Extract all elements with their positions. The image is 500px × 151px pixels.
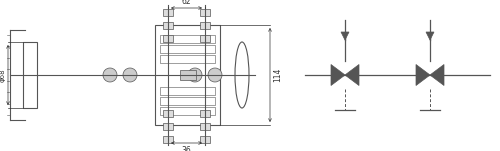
Bar xyxy=(160,107,215,115)
Bar xyxy=(160,97,215,105)
Circle shape xyxy=(123,68,137,82)
Text: 114: 114 xyxy=(273,68,282,82)
Bar xyxy=(180,70,196,80)
Polygon shape xyxy=(416,64,430,85)
Bar xyxy=(155,25,220,125)
Polygon shape xyxy=(430,64,444,85)
Bar xyxy=(200,135,210,143)
Text: 62: 62 xyxy=(182,0,192,6)
Circle shape xyxy=(208,68,222,82)
Bar xyxy=(163,21,173,29)
Polygon shape xyxy=(331,64,345,85)
Bar xyxy=(163,109,173,117)
Bar xyxy=(160,35,215,43)
Text: φ68: φ68 xyxy=(0,68,6,82)
Bar xyxy=(200,8,210,16)
Bar xyxy=(163,122,173,130)
Bar xyxy=(200,21,210,29)
Bar xyxy=(160,45,215,53)
Polygon shape xyxy=(341,32,349,40)
Bar xyxy=(200,109,210,117)
Bar xyxy=(163,135,173,143)
Polygon shape xyxy=(426,32,434,40)
Bar xyxy=(23,42,37,108)
Bar xyxy=(200,122,210,130)
Circle shape xyxy=(103,68,117,82)
Bar xyxy=(160,55,215,63)
Polygon shape xyxy=(345,64,359,85)
Bar xyxy=(160,87,215,95)
Bar xyxy=(163,34,173,42)
Circle shape xyxy=(188,68,202,82)
Bar xyxy=(200,34,210,42)
Text: 36: 36 xyxy=(182,146,192,151)
Bar xyxy=(163,8,173,16)
